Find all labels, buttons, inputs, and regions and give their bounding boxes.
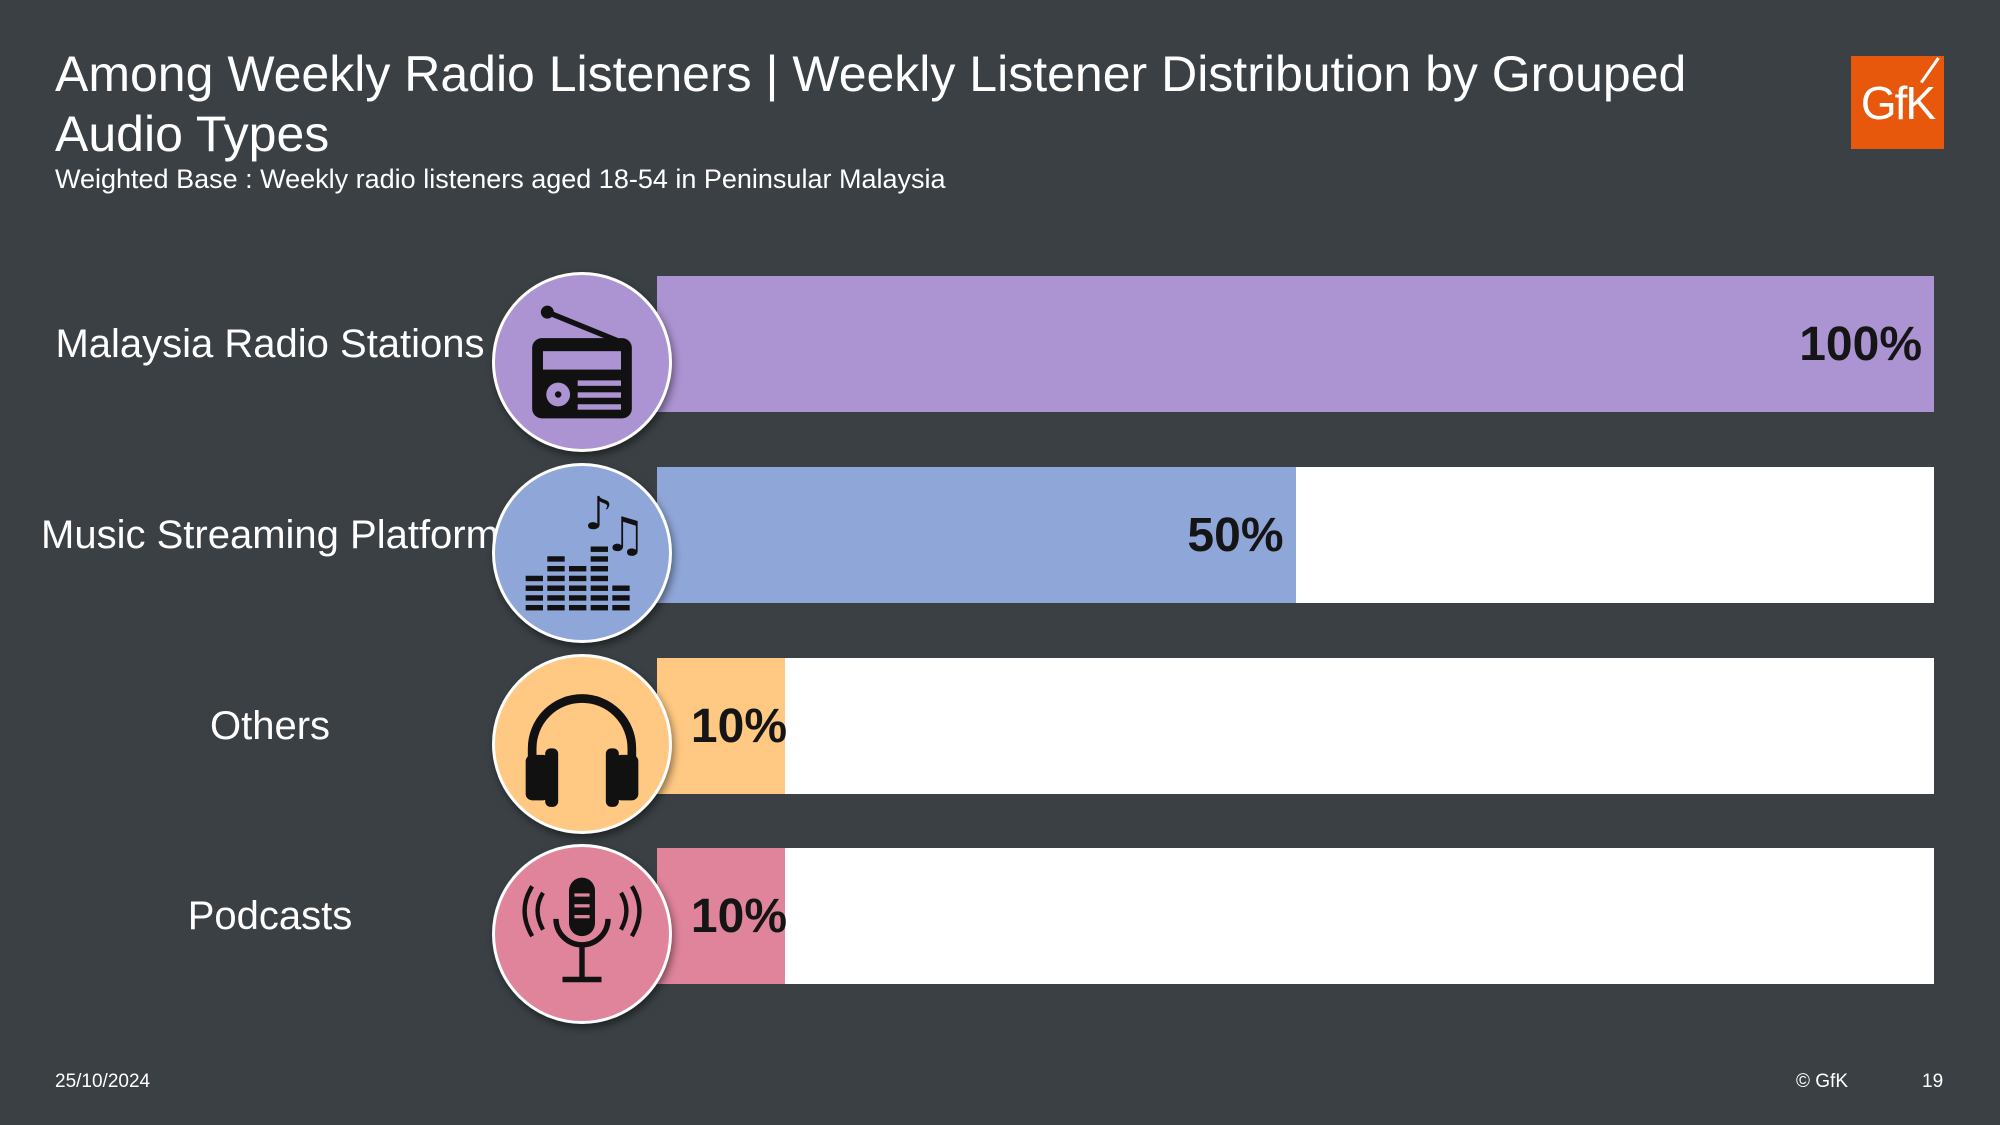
category-label: Malaysia Radio Stations	[55, 322, 485, 366]
bar	[657, 276, 1934, 412]
bar-row: Music Streaming Platform ♪ ♫ 50%	[0, 463, 2000, 643]
bar	[657, 658, 785, 794]
svg-text:♪: ♪	[584, 488, 613, 540]
gfk-logo: GfK	[1851, 56, 1944, 149]
radio-icon	[492, 272, 672, 452]
headphones-icon	[492, 654, 672, 834]
bar	[657, 467, 1296, 603]
svg-text:♫: ♫	[604, 508, 647, 563]
bar-track: 10%	[657, 848, 1934, 984]
bar-row: Malaysia Radio Stations 100%	[0, 272, 2000, 452]
page-subtitle: Weighted Base : Weekly radio listeners a…	[55, 164, 946, 194]
bar-track: 10%	[657, 658, 1934, 794]
bar-row: Podcasts 10%	[0, 844, 2000, 1024]
bar-track: 50%	[657, 467, 1934, 603]
bar-value-label: 100%	[1799, 317, 1922, 371]
page-title: Among Weekly Radio Listeners | Weekly Li…	[55, 46, 1687, 162]
logo-text: GfK	[1860, 76, 1936, 129]
category-label: Podcasts	[187, 894, 353, 938]
footer-date: 25/10/2024	[55, 1071, 151, 1092]
podcast-microphone-icon	[492, 844, 672, 1024]
bar-value-label: 10%	[690, 889, 787, 943]
bar-value-label: 50%	[1187, 508, 1284, 562]
music-equalizer-icon: ♪ ♫	[492, 463, 672, 643]
bar-track: 100%	[657, 276, 1934, 412]
bar-row: Others 10%	[0, 654, 2000, 834]
bar	[657, 848, 785, 984]
footer-copyright: © GfK	[1796, 1071, 1849, 1092]
category-label: Music Streaming Platform	[41, 513, 499, 557]
footer-page-number: 19	[1922, 1071, 1944, 1092]
category-label: Others	[209, 704, 331, 748]
bar-value-label: 10%	[690, 699, 787, 753]
